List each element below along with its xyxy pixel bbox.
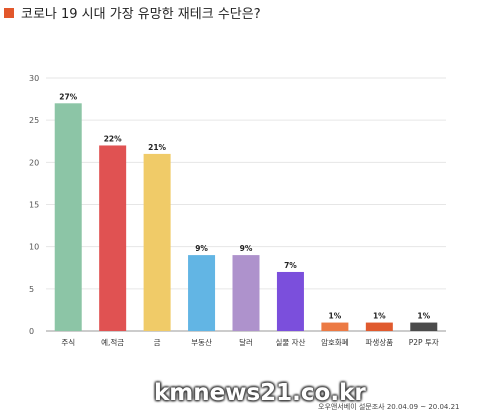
bar-8 — [410, 322, 438, 331]
data-label: 7% — [284, 261, 297, 270]
y-tick-label: 5 — [29, 285, 34, 294]
y-tick-label: 30 — [29, 74, 39, 83]
chart-title: 코로나 19 시대 가장 유망한 재테크 수단은? — [21, 7, 261, 22]
y-tick-label: 0 — [29, 327, 34, 336]
x-tick-label: 실물 자산 — [275, 337, 305, 347]
x-tick-label: 달러 — [239, 338, 253, 347]
watermark: kmnews21.co.kr — [154, 380, 366, 406]
bar-2 — [143, 153, 171, 331]
source-note: 오우앤서베이 설문조사 20.04.09 ~ 20.04.21 — [318, 403, 460, 411]
bar-5 — [276, 271, 304, 331]
data-label: 1% — [417, 312, 430, 321]
bar-0 — [54, 103, 82, 331]
bar-7 — [365, 322, 393, 331]
x-tick-label: 파생상품 — [366, 337, 394, 347]
data-label: 9% — [240, 244, 253, 253]
y-tick-label: 15 — [29, 201, 39, 210]
y-tick-label: 25 — [29, 116, 39, 125]
x-tick-label: P2P 투자 — [409, 338, 439, 347]
x-tick-label: 주식 — [61, 338, 75, 347]
x-tick-label: 암호화폐 — [321, 337, 349, 347]
data-label: 27% — [59, 92, 77, 101]
data-label: 9% — [195, 244, 208, 253]
bar-1 — [99, 145, 127, 331]
bar-3 — [188, 255, 216, 331]
title-marker — [4, 8, 14, 18]
bar-4 — [232, 255, 260, 331]
x-tick-label: 금 — [154, 338, 161, 347]
y-tick-label: 10 — [29, 243, 39, 252]
bar-6 — [321, 322, 349, 331]
data-label: 21% — [148, 143, 166, 152]
x-tick-label: 부동산 — [191, 337, 212, 347]
y-tick-label: 20 — [29, 158, 39, 167]
data-label: 1% — [329, 312, 342, 321]
x-tick-label: 예,적금 — [101, 337, 124, 347]
data-label: 1% — [373, 312, 386, 321]
data-label: 22% — [104, 134, 122, 143]
